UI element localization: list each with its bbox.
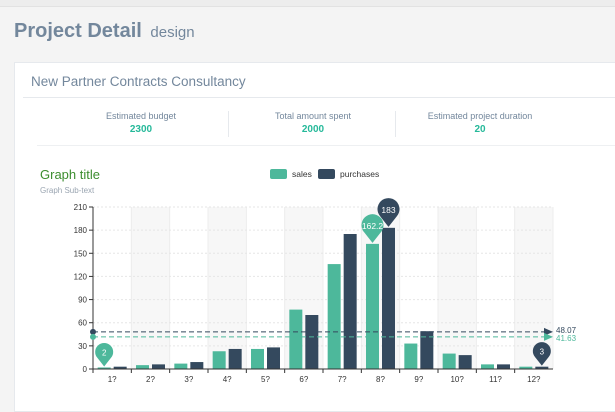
bar-purchases [535,366,549,369]
stat-value: 2000 [301,124,325,135]
marker-pin-purchases [377,198,400,227]
legend-item-sales[interactable]: sales [270,169,312,179]
legend-swatch-purchases [318,169,335,179]
y-tick-label: 210 [74,203,88,212]
x-tick-label: 9? [414,375,423,384]
bar-sales [97,367,111,369]
x-tick-label: 6? [299,375,308,384]
y-tick-label: 180 [74,226,88,235]
bar-purchases [190,362,204,369]
bar-purchases [343,234,357,369]
marker-pin-label: 3 [540,348,545,357]
x-tick-label: 7? [338,375,347,384]
bar-sales [519,366,533,369]
marker-pin-purchases [532,342,551,366]
grid-band [131,207,170,369]
bar-purchases [497,364,510,369]
x-tick-label: 8? [376,375,385,384]
bar-purchases [305,315,319,369]
bar-sales [251,348,264,369]
y-tick-label: 90 [78,296,87,305]
bar-sales [404,343,418,369]
average-line-start [90,333,96,340]
average-line-label: 41.63 [556,334,577,343]
average-line-label: 48.07 [556,326,577,335]
average-line-arrow [544,332,553,341]
bar-purchases [267,347,280,369]
y-tick-label: 120 [74,272,88,281]
bar-sales [289,309,303,369]
y-tick-label: 0 [83,365,88,374]
stat-label: Estimated budget [105,111,177,121]
legend-label-sales: sales [292,169,312,179]
stat-total-spent: Total amount spent 2000 [229,111,397,135]
bar-purchases [228,348,242,369]
bar-purchases [420,331,434,369]
bar-sales [442,353,456,369]
marker-pin-label: 183 [381,205,395,215]
bar-purchases [458,355,472,369]
stat-divider [228,111,229,137]
average-line-start [90,328,96,335]
x-tick-label: 12? [527,375,541,384]
x-tick-label: 1? [108,375,117,384]
bar-sales [212,351,226,369]
bar-sales [174,363,188,369]
panel-title: New Partner Contracts Consultancy [31,74,246,89]
y-tick-label: 30 [78,342,87,351]
legend-swatch-sales [270,169,287,179]
stat-project-duration: Estimated project duration 20 [396,111,564,135]
page-title: Project Detail design [14,20,195,43]
x-tick-label: 2? [146,375,155,384]
y-tick-label: 150 [74,249,88,258]
top-bar [0,0,615,7]
x-tick-label: 10? [450,375,464,384]
marker-pin-label: 162.2 [362,221,384,231]
bar-purchases [382,227,395,369]
stat-value: 20 [474,124,486,135]
bar-sales [327,264,341,369]
grid-band [514,207,553,369]
page-title-sub: design [150,24,195,41]
grid-band [208,207,247,369]
y-tick-label: 60 [78,319,87,328]
stat-label: Total amount spent [274,111,352,121]
bar-sales [366,243,379,369]
panel-divider [23,97,615,98]
stats-divider [37,145,615,146]
stat-value: 2300 [129,124,153,135]
x-tick-label: 3? [184,375,193,384]
grid-band [438,207,477,369]
stat-divider [395,111,396,137]
chart-subtitle: Graph Sub-text [40,186,95,195]
stat-estimated-budget: Estimated budget 2300 [57,111,225,135]
bar-purchases [113,366,127,369]
stat-label: Estimated project duration [427,111,533,121]
marker-pin-sales [361,214,384,243]
marker-pin-sales [95,342,114,367]
x-tick-label: 11? [489,375,502,384]
bar-purchases [152,364,165,369]
bar-sales [136,365,149,369]
page-title-main: Project Detail [14,20,142,42]
x-tick-label: 5? [261,375,270,384]
x-tick-label: 4? [223,375,232,384]
legend-item-purchases[interactable]: purchases [318,169,379,179]
chart-title: Graph title [40,167,100,182]
marker-pin-label: 2 [102,349,107,358]
legend-label-purchases: purchases [340,169,380,179]
bar-sales [481,364,494,369]
